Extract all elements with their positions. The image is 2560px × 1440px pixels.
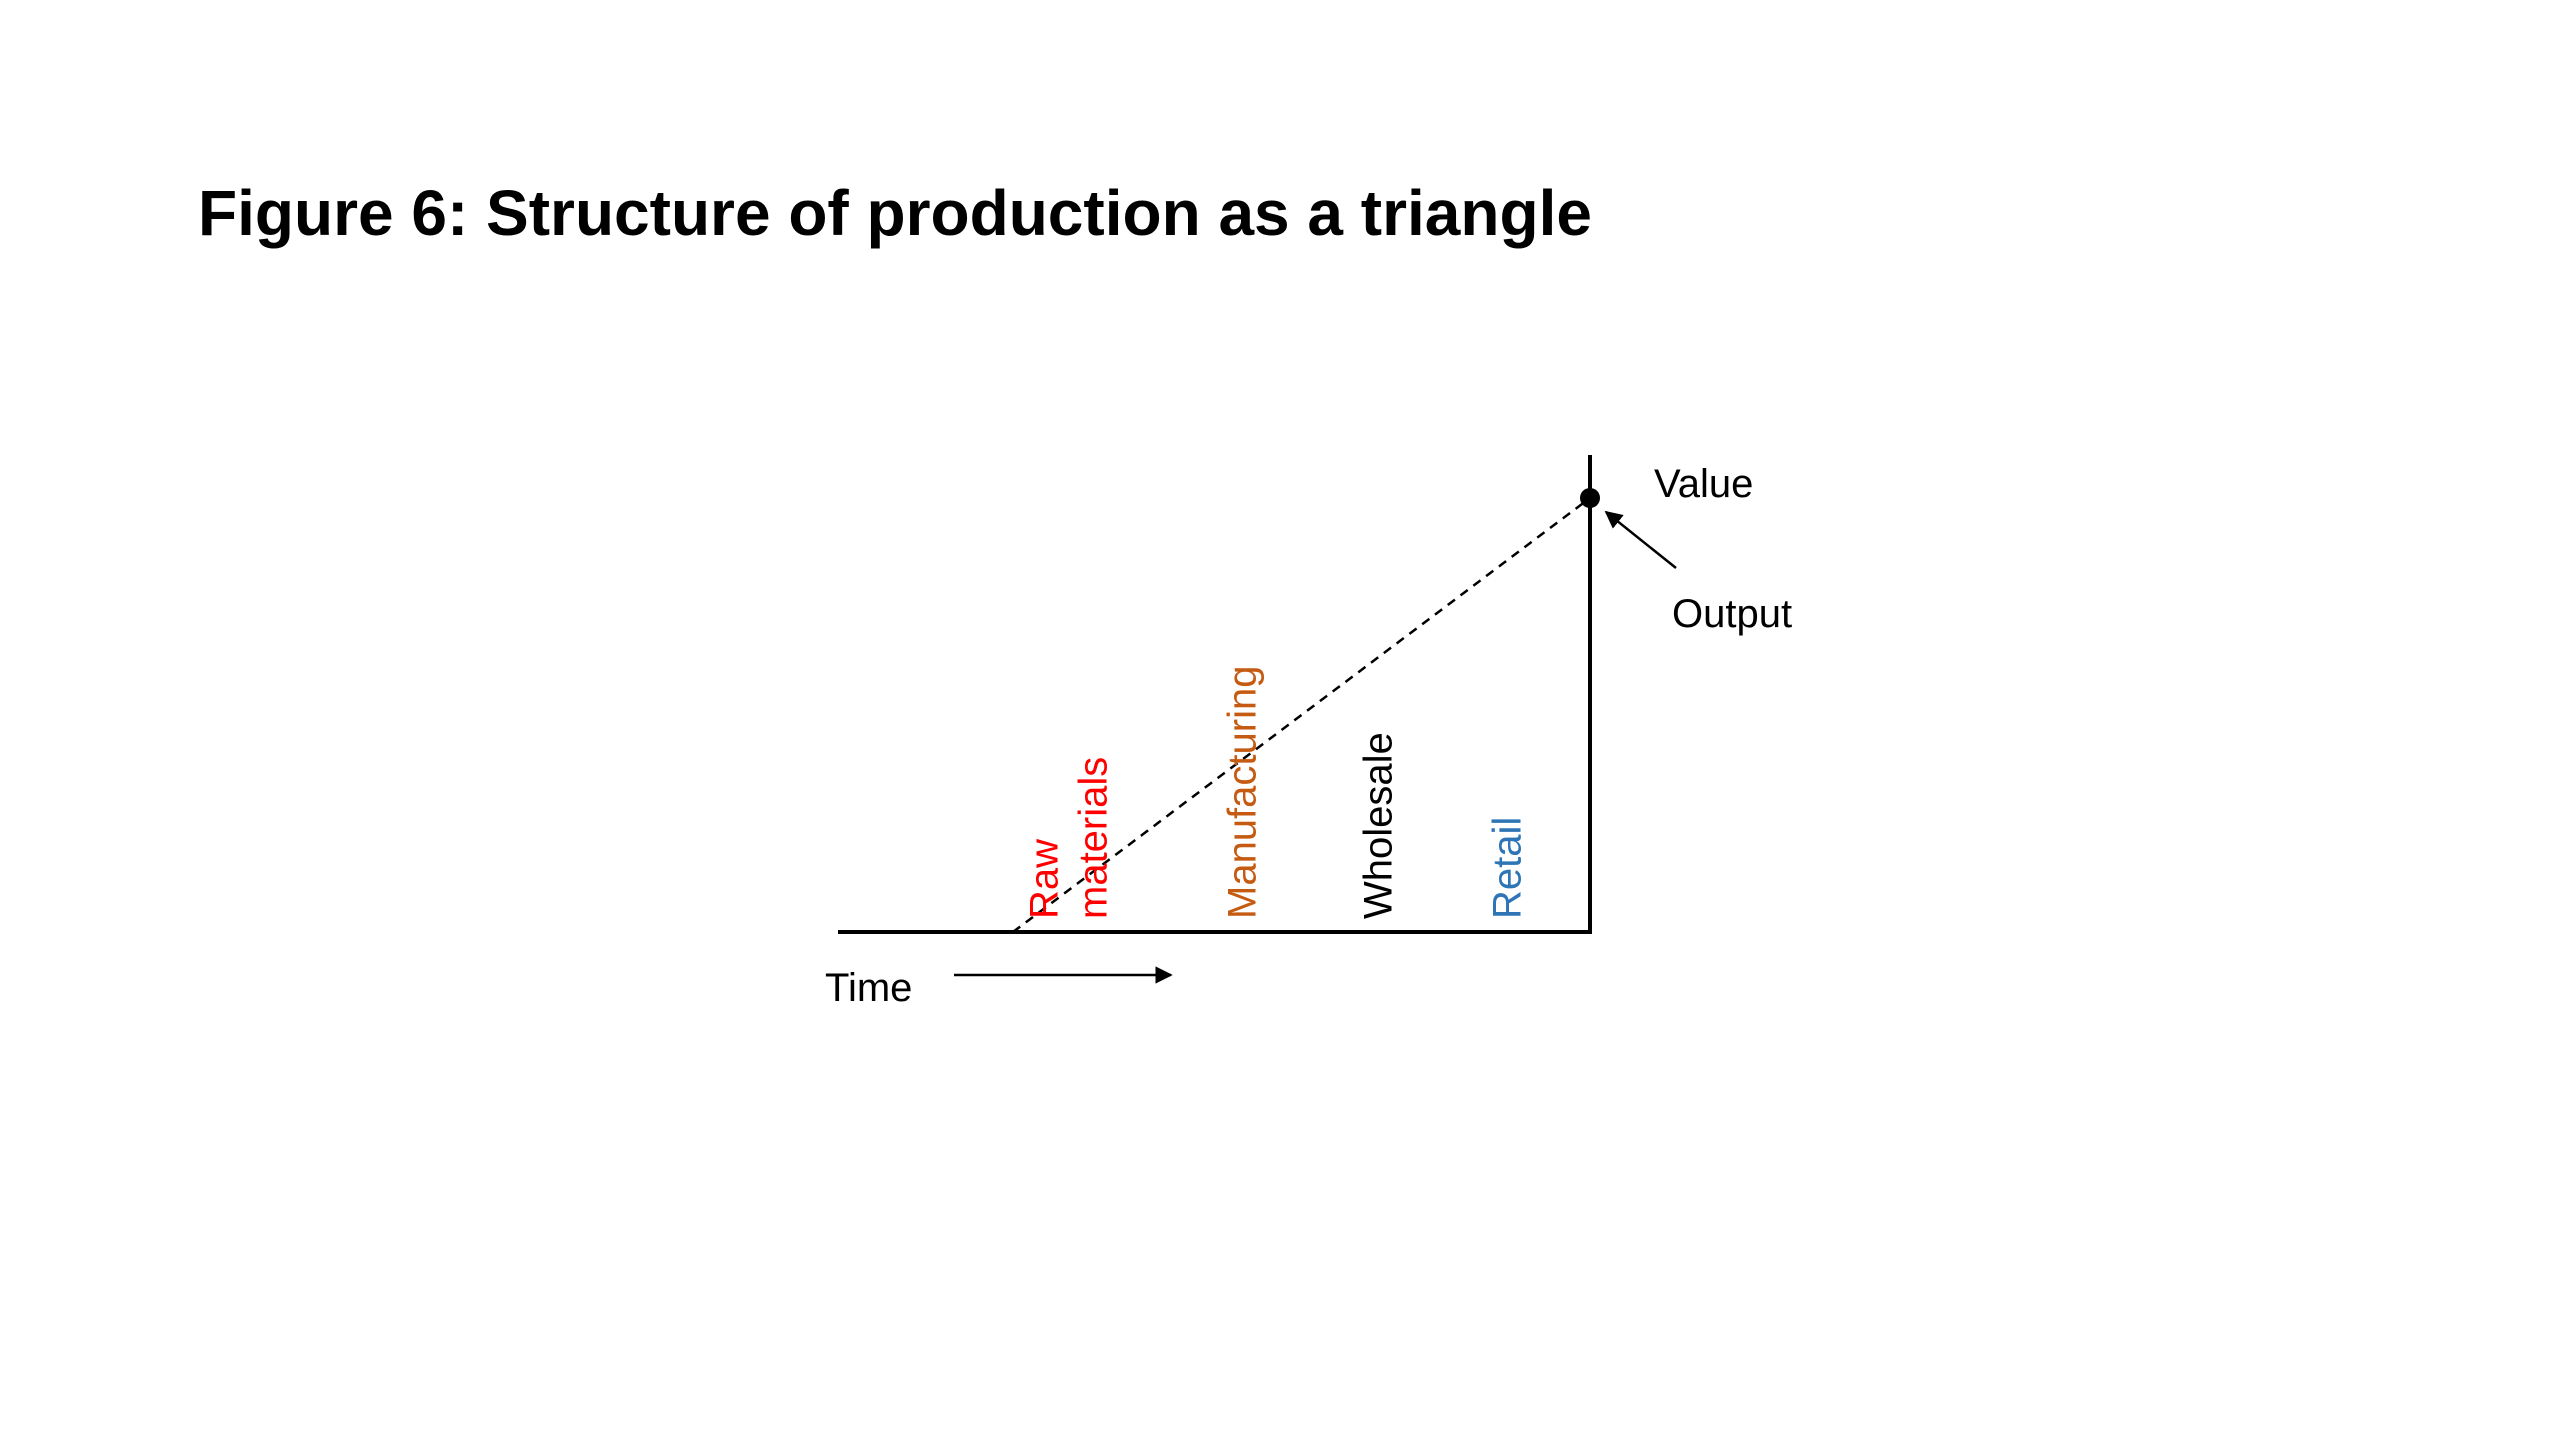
stage-label: materials [1072,757,1116,919]
figure-title: Figure 6: Structure of production as a t… [198,177,1592,249]
stage-label: Retail [1486,817,1530,919]
stages: Raw materials Manufacturing Wholesale Retail [1023,666,1530,919]
output-label: Output [1672,592,1792,636]
production-line [1012,497,1591,933]
stage-label: Raw [1023,839,1067,919]
stage-label: Wholesale [1357,732,1401,919]
value-label: Value [1654,462,1753,506]
time-label: Time [825,966,912,1010]
output-arrow [1604,510,1677,569]
stage-label: Manufacturing [1221,666,1265,919]
output-point [1580,488,1600,508]
